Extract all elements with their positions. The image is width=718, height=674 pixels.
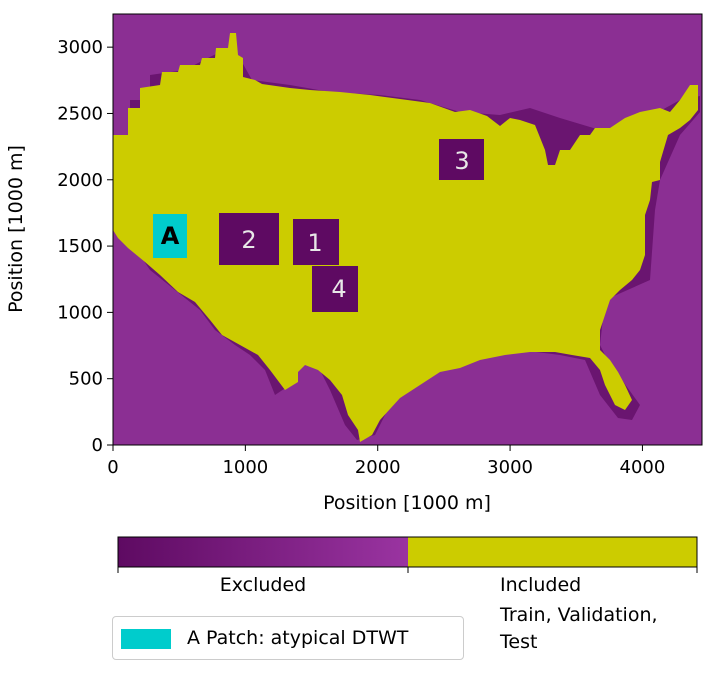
- y-tick-label: 0: [92, 435, 103, 456]
- region-1-box: [293, 219, 339, 265]
- patch-a-box: [153, 214, 187, 258]
- colorbar-included: [408, 537, 697, 567]
- region-3-label: 3: [454, 147, 469, 175]
- x-tick-label: 1000: [222, 457, 268, 478]
- colorbar-excluded: [118, 537, 408, 567]
- plot-frame: [112, 13, 703, 446]
- colorbar-label-test: Test: [499, 631, 537, 653]
- y-tick-label: 1500: [57, 236, 103, 257]
- y-tick-label: 500: [69, 369, 103, 390]
- region-2-box: [219, 213, 279, 265]
- regions: 2 1 4 3 A: [153, 139, 484, 312]
- region-2-label: 2: [241, 226, 256, 254]
- colorbar: Excluded Included Train, Validation, Tes…: [117, 536, 698, 653]
- x-tick-label: 3000: [487, 457, 533, 478]
- included-region: [113, 33, 698, 442]
- x-axis-label: Position [1000 m]: [323, 492, 491, 514]
- y-tick-label: 1000: [57, 302, 103, 323]
- region-1-label: 1: [307, 229, 322, 257]
- y-tick-label: 2500: [57, 103, 103, 124]
- legend: A Patch: atypical DTWT: [112, 616, 464, 660]
- y-tick-label: 2000: [57, 170, 103, 191]
- region-4-box: [312, 266, 358, 312]
- colorbar-label-included: Included: [500, 574, 581, 596]
- x-tick-label: 4000: [620, 457, 666, 478]
- y-axis: 0 500 1000 1500 2000 2500 3000: [57, 37, 113, 456]
- patch-a-label: A: [161, 222, 180, 250]
- colorbar-label-excluded: Excluded: [220, 574, 307, 596]
- region-4-label: 4: [331, 275, 346, 303]
- y-tick-label: 3000: [57, 37, 103, 58]
- x-tick-label: 2000: [355, 457, 401, 478]
- legend-swatch: [121, 629, 171, 649]
- legend-label: A Patch: atypical DTWT: [187, 627, 409, 649]
- y-axis-label: Position [1000 m]: [5, 145, 27, 313]
- region-3-box: [439, 139, 484, 180]
- x-axis: 0 1000 2000 3000 4000: [107, 445, 665, 478]
- x-tick-label: 0: [107, 457, 118, 478]
- colorbar-label-split: Train, Validation,: [499, 604, 658, 626]
